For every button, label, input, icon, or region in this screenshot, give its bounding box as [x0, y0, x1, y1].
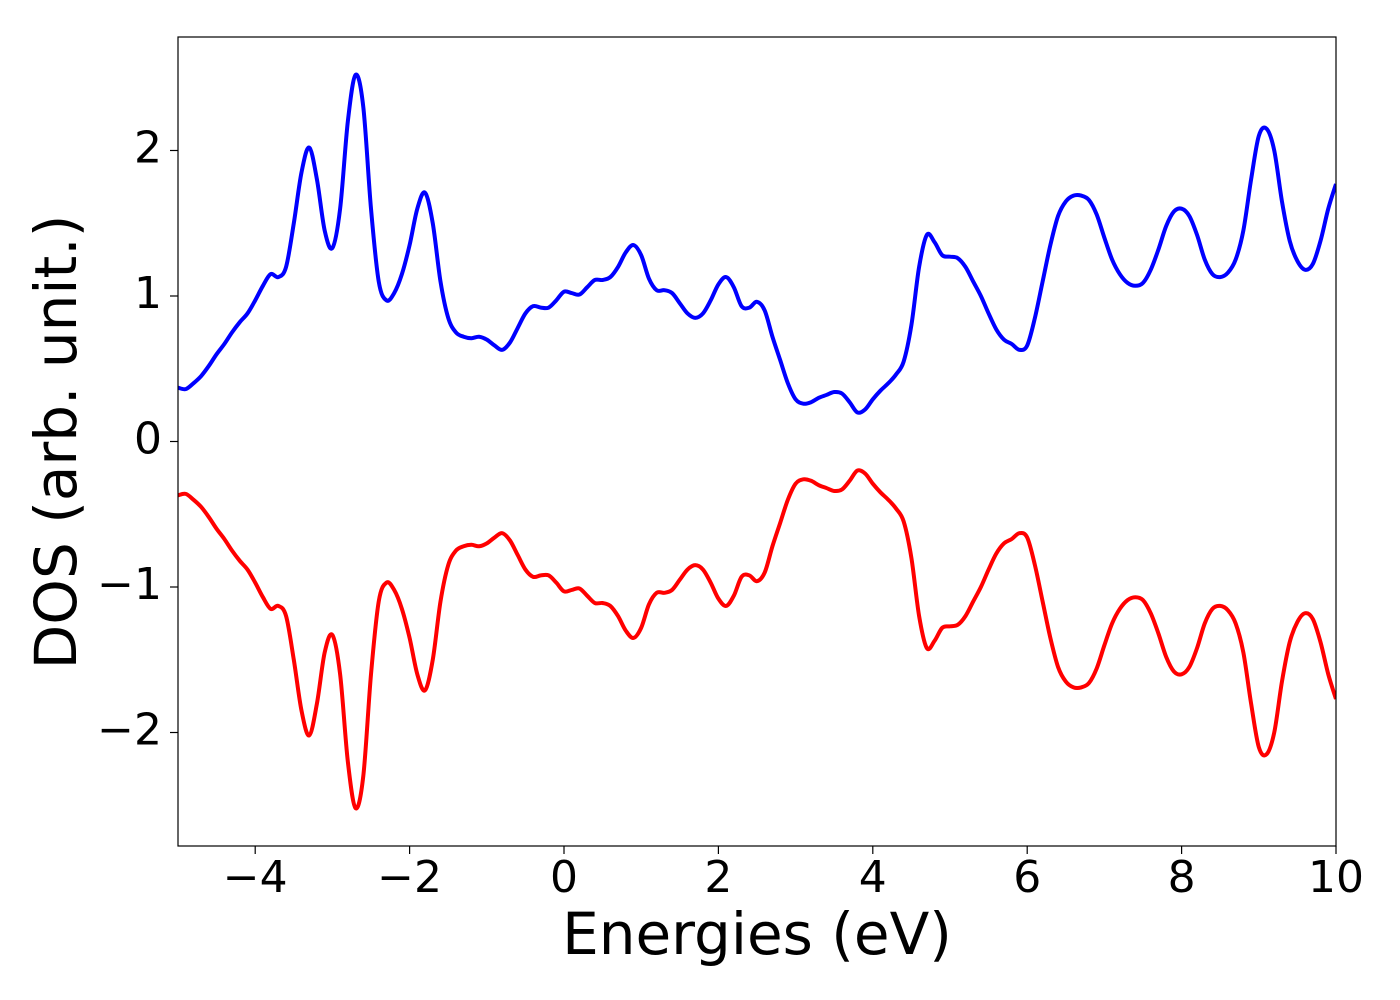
- plot-frame: [177, 36, 1337, 847]
- x-tick-label: 0: [550, 852, 578, 903]
- x-tick-label: −2: [377, 852, 442, 903]
- y-tick-label: −1: [97, 559, 162, 610]
- y-tick-label: 2: [134, 122, 162, 173]
- x-tick-label: 10: [1308, 852, 1364, 903]
- x-axis-label: Energies (eV): [562, 900, 952, 968]
- x-tick-label: 6: [1013, 852, 1041, 903]
- x-tick-label: 8: [1168, 852, 1196, 903]
- dos-line: [178, 468, 1336, 811]
- x-tick-label: 4: [859, 852, 887, 903]
- y-tick-label: 1: [134, 268, 162, 319]
- x-tick-label: −4: [223, 852, 288, 903]
- dos-line: [178, 72, 1336, 415]
- y-tick-label: −2: [97, 705, 162, 756]
- x-tick-label: 2: [704, 852, 732, 903]
- y-axis-label: DOS (arb. unit.): [22, 215, 90, 670]
- y-tick-label: 0: [134, 414, 162, 465]
